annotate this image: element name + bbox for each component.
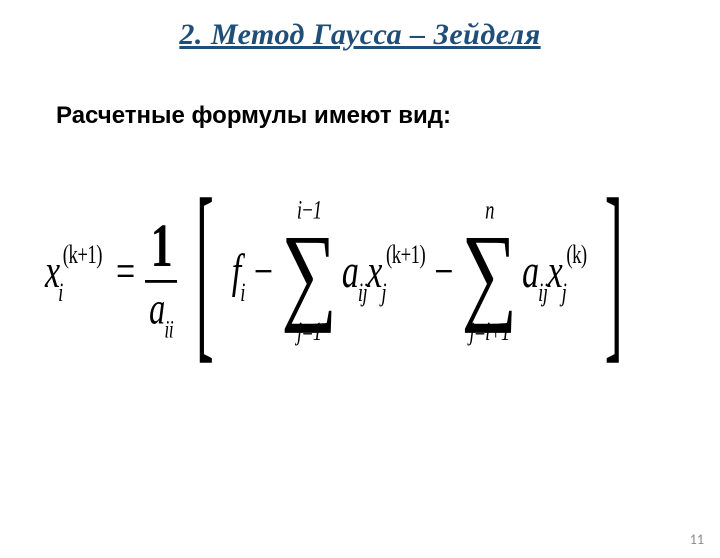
x1: x xyxy=(367,246,381,298)
x2: x xyxy=(548,246,562,298)
lhs-x: xi(k+1) xyxy=(45,246,110,299)
x1-sup: (k+1) xyxy=(386,241,425,270)
fraction: 1 aii xyxy=(141,212,181,333)
equals: = xyxy=(110,246,141,299)
a2-sub: ij xyxy=(538,279,547,308)
den-a: a xyxy=(149,283,164,333)
subtitle: Расчетные формулы имеют вид: xyxy=(56,102,720,130)
gauss-seidel-formula: xi(k+1) = 1 aii [ fi − i−1 ∑ j=1 aijxj(k… xyxy=(45,140,720,406)
sum-1: i−1 ∑ j=1 xyxy=(279,195,339,352)
formula-container: xi(k+1) = 1 aii [ fi − i−1 ∑ j=1 aijxj(k… xyxy=(45,140,720,406)
term-fi: fi xyxy=(229,246,248,299)
x2-sub: j xyxy=(562,279,567,308)
left-bracket: [ xyxy=(196,185,214,355)
minus-2: − xyxy=(428,246,459,299)
var-x: x xyxy=(45,246,58,298)
x2-sup: (k) xyxy=(566,241,586,270)
sub-i: i xyxy=(58,279,63,308)
a1-sub: ij xyxy=(358,279,367,308)
x1-sub: j xyxy=(381,279,386,308)
sum1-bot: j=1 xyxy=(297,317,321,352)
sup-k1: (k+1) xyxy=(63,241,102,270)
f: f xyxy=(232,246,240,298)
term-ax2: aijxj(k) xyxy=(519,246,589,299)
page-title: 2. Метод Гаусса – Зейделя xyxy=(0,18,720,52)
sum2-bot: j=i+1 xyxy=(469,317,509,352)
right-bracket: ] xyxy=(604,185,622,355)
frac-den: aii xyxy=(145,283,177,334)
sigma-1: ∑ xyxy=(281,229,337,317)
sum-2: n ∑ j=i+1 xyxy=(459,195,519,352)
a1: a xyxy=(342,246,358,298)
den-sub: ii xyxy=(164,315,173,343)
sigma-2: ∑ xyxy=(461,229,517,317)
a2: a xyxy=(522,246,538,298)
f-sub: i xyxy=(240,279,245,308)
term-ax1: aijxj(k+1) xyxy=(339,246,428,299)
minus-1: − xyxy=(248,246,279,299)
frac-num: 1 xyxy=(147,212,176,279)
